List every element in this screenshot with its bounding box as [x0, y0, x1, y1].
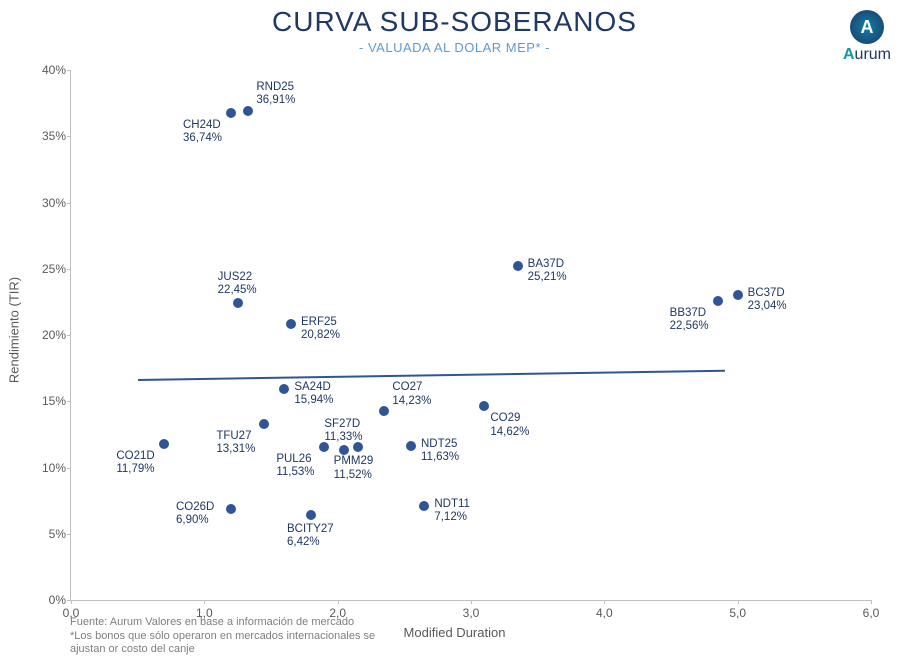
data-point-label: CO2914,62%	[490, 412, 529, 438]
brand-logo-mark: A	[850, 10, 884, 44]
data-point	[243, 106, 253, 116]
brand-logo-text: Aurum	[843, 46, 891, 64]
data-point	[339, 445, 349, 455]
data-point-label: NDT117,12%	[434, 498, 470, 524]
data-point	[279, 384, 289, 394]
chart-container: CURVA SUB-SOBERANOS - VALUADA AL DOLAR M…	[0, 0, 909, 660]
y-axis-label: Rendimiento (TIR)	[7, 277, 22, 383]
brand-logo: A Aurum	[843, 10, 891, 64]
data-point	[419, 501, 429, 511]
scatter-plot: 0%5%10%15%20%25%30%35%40%0,01,02,03,04,0…	[70, 70, 871, 601]
y-tick-label: 0%	[26, 593, 66, 607]
y-tick-label: 40%	[26, 63, 66, 77]
data-point-label: PUL2611,53%	[276, 453, 314, 479]
data-point	[713, 296, 723, 306]
data-point	[479, 401, 489, 411]
y-tick-label: 30%	[26, 196, 66, 210]
chart-subtitle: - VALUADA AL DOLAR MEP* -	[0, 40, 909, 55]
data-point-label: SF27D11,33%	[324, 418, 362, 444]
data-point-label: CO21D11,79%	[116, 450, 154, 476]
data-point	[159, 439, 169, 449]
y-tick-label: 25%	[26, 262, 66, 276]
footnote-line: ajustan or costo del canje	[70, 643, 375, 656]
data-point-label: BA37D25,21%	[528, 258, 567, 284]
footnote-line: *Los bonos que sólo operaron en mercados…	[70, 630, 375, 643]
data-point-label: RND2536,91%	[256, 81, 295, 107]
y-tick-label: 15%	[26, 394, 66, 408]
data-point-label: JUS2222,45%	[218, 271, 257, 297]
trend-line	[138, 369, 725, 380]
data-point-label: ERF2520,82%	[301, 316, 340, 342]
data-point-label: CO26D6,90%	[176, 501, 214, 527]
data-point-label: TFU2713,31%	[216, 430, 255, 456]
chart-footnote: Fuente: Aurum Valores en base a informac…	[70, 616, 375, 656]
data-point-label: CO2714,23%	[392, 381, 431, 407]
chart-title: CURVA SUB-SOBERANOS	[0, 6, 909, 38]
data-point-label: BB37D22,56%	[670, 307, 709, 333]
data-point-label: BCITY276,42%	[287, 523, 334, 549]
data-point	[733, 290, 743, 300]
y-tick-label: 20%	[26, 328, 66, 342]
x-tick-label: 6,0	[863, 606, 880, 620]
data-point	[513, 261, 523, 271]
data-point	[233, 298, 243, 308]
data-point	[353, 442, 363, 452]
data-point	[259, 419, 269, 429]
data-point-label: BC37D23,04%	[748, 287, 787, 313]
data-point-label: PMM2911,52%	[334, 455, 374, 481]
y-tick-label: 10%	[26, 461, 66, 475]
x-axis-label: Modified Duration	[404, 625, 506, 640]
data-point-label: SA24D15,94%	[294, 381, 333, 407]
x-tick-label: 4,0	[596, 606, 613, 620]
data-point	[226, 108, 236, 118]
x-tick-label: 3,0	[463, 606, 480, 620]
data-point	[306, 510, 316, 520]
data-point	[286, 319, 296, 329]
x-tick-label: 5,0	[729, 606, 746, 620]
data-point	[379, 406, 389, 416]
footnote-line: Fuente: Aurum Valores en base a informac…	[70, 616, 375, 629]
data-point-label: CH24D36,74%	[183, 119, 222, 145]
data-point-label: NDT2511,63%	[421, 438, 459, 464]
y-tick-label: 5%	[26, 527, 66, 541]
data-point	[406, 441, 416, 451]
data-point	[226, 504, 236, 514]
y-tick-label: 35%	[26, 129, 66, 143]
